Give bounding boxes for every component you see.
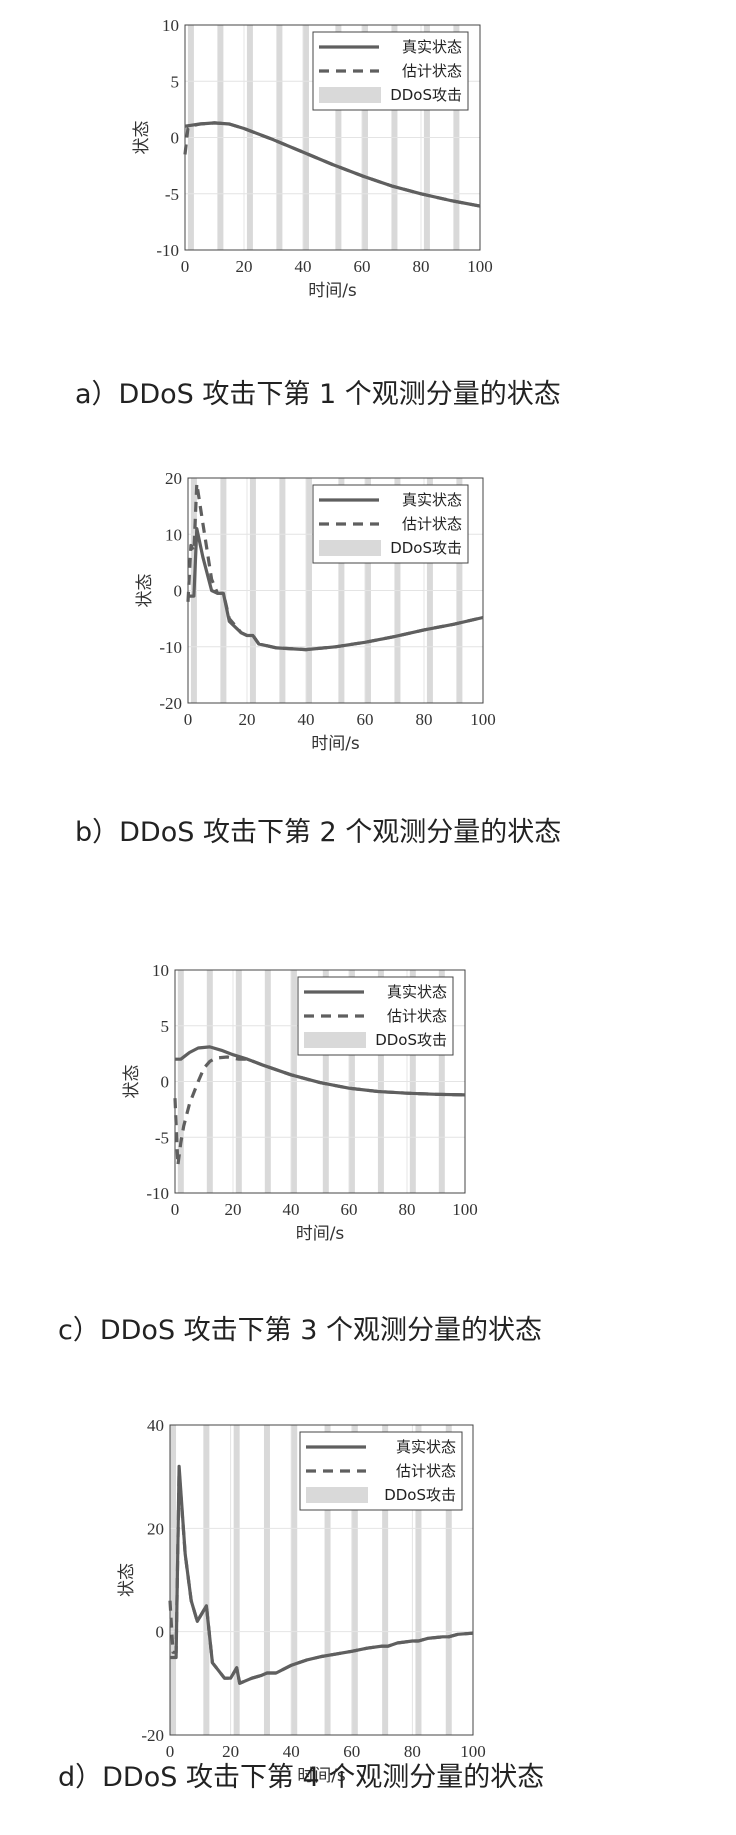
x-tick-label: 40 [283,1200,300,1219]
legend-label: 估计状态 [396,1462,456,1480]
caption-a: a）DDoS 攻击下第 1 个观测分量的状态 [75,379,561,410]
chart-panel-b: 0 20 40 60 80 100 20 10 0 -10 -20 时间/s 状态 真实状态 估计状态 DDo… [0,460,736,930]
legend-label: 真实状态 [396,1438,456,1456]
chart-panel-c: 0 20 40 60 80 100 10 5 0 -5 -10 时间/s 状态 真实状态估计状态 DDoS攻… [0,950,736,1420]
y-axis-label: 状态 [132,121,152,155]
x-tick-label: 0 [181,257,190,276]
y-tick-label: 0 [156,1623,165,1642]
axis-frame [174,969,466,1194]
y-tick-label: 10 [162,16,179,35]
legend-swatch-attack [306,1487,368,1503]
attack-band [382,1425,389,1735]
y-tick-label: -20 [159,694,182,713]
y-tick-label: 0 [161,1073,170,1092]
chart-b: 0 20 40 60 80 10020100-10-20时间/s状态真实状态估计状态DDo… [135,469,496,754]
x-tick-label: 0 [171,1200,180,1219]
y-tick-label: -5 [165,185,179,204]
x-tick-label: 80 [416,710,433,729]
caption-b: b）DDoS 攻击下第 2 个观测分量的状态 [75,817,562,848]
axis-frame [184,24,481,251]
x-tick-label: 100 [460,1742,486,1761]
x-tick-label: 100 [467,257,493,276]
legend-label: DDoS攻击 [375,1031,447,1049]
legend-label: 真实状态 [402,38,462,56]
legend-label: DDoS攻击 [390,539,462,557]
x-tick-label: 80 [404,1742,421,1761]
attack-band [415,1425,422,1735]
y-tick-label: 40 [147,1416,164,1435]
y-axis-label: 状态 [117,1563,137,1597]
attack-band [351,1425,358,1735]
y-tick-label: 0 [174,582,183,601]
y-tick-label: -10 [146,1184,169,1203]
y-axis-label: 状态 [135,574,155,608]
attack-band [203,1425,210,1735]
y-tick-label: -10 [159,638,182,657]
legend-label: DDoS攻击 [390,86,462,104]
x-tick-label: 80 [413,257,430,276]
legend-swatch-attack [319,540,381,556]
legend-label: 真实状态 [402,491,462,509]
x-tick-label: 40 [295,257,312,276]
legend-label: 估计状态 [402,62,462,80]
x-tick-label: 20 [239,710,256,729]
y-tick-label: 20 [147,1519,164,1538]
y-tick-label: -10 [156,241,179,260]
x-tick-label: 80 [399,1200,416,1219]
x-axis-label: 时间/s [297,1766,346,1786]
x-axis-label: 时间/s [308,281,357,301]
y-tick-label: 0 [171,129,180,148]
y-tick-label: 10 [152,961,169,980]
x-tick-label: 40 [298,710,315,729]
y-tick-label: 5 [171,72,180,91]
x-tick-label: 60 [341,1200,358,1219]
x-axis-label: 时间/s [296,1224,345,1244]
attack-band [324,1425,331,1735]
x-tick-label: 100 [452,1200,478,1219]
x-tick-label: 0 [166,1742,175,1761]
series-line-estimated [186,482,484,652]
x-tick-label: 20 [222,1742,239,1761]
chart-panel-d: 0 20 40 60 80 100 40 20 0 -20 时间/s 状态 真实状态 估计状态 DDoS攻击… [0,1395,736,1835]
y-tick-label: -20 [141,1726,164,1745]
attack-band [291,1425,298,1735]
x-tick-label: 20 [236,257,253,276]
legend-label: 真实状态 [387,983,447,1001]
attack-band [263,1425,270,1735]
y-axis-label: 状态 [122,1065,142,1099]
attack-band [233,1425,240,1735]
axis-frame [169,1424,474,1736]
series-line-estimated [183,121,481,208]
x-axis-label: 时间/s [311,734,360,754]
series-line-estimated [173,1055,466,1167]
attack-band [170,1425,177,1735]
x-tick-label: 60 [357,710,374,729]
legend-label: DDoS攻击 [384,1486,456,1504]
caption-d: d）DDoS 攻击下第 4 个观测分量的状态 [58,1762,545,1793]
axis-frame [187,477,484,704]
legend-swatch-attack [304,1032,366,1048]
y-tick-label: 5 [161,1017,170,1036]
x-tick-label: 100 [470,710,496,729]
caption-c: c）DDoS 攻击下第 3 个观测分量的状态 [58,1315,543,1346]
chart-panel-a: 0 20 40 60 80 100 10 5 0 -5 -10 时间/s 状态 真实状态估计状态 DDoS攻… [0,0,736,470]
x-tick-label: 60 [354,257,371,276]
x-tick-label: 20 [225,1200,242,1219]
y-tick-label: 10 [165,525,182,544]
y-tick-label: -5 [155,1128,169,1147]
legend-swatch-attack [319,87,381,103]
x-tick-label: 40 [283,1742,300,1761]
attack-band [445,1425,452,1735]
x-tick-label: 60 [343,1742,360,1761]
legend-label: 估计状态 [402,515,462,533]
y-tick-label: 20 [165,469,182,488]
x-tick-label: 0 [184,710,193,729]
series-line-estimated [168,1469,474,1685]
legend-label: 估计状态 [387,1007,447,1025]
